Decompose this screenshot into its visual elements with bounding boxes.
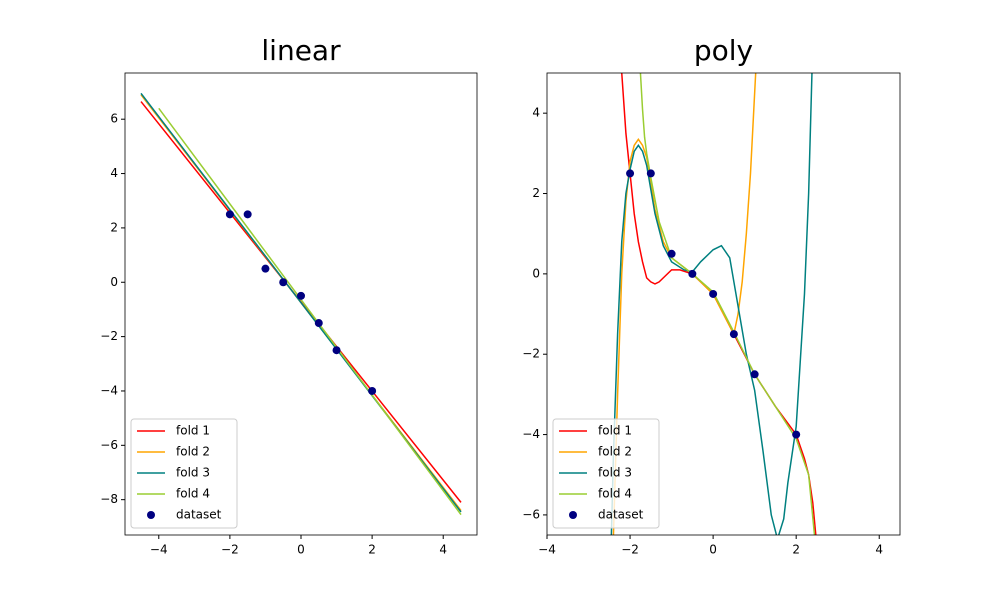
data-point — [314, 319, 323, 328]
fold-line — [158, 107, 462, 516]
legend-label: fold 3 — [176, 466, 210, 480]
y-tick-label: −2 — [100, 329, 118, 343]
y-tick-label: 2 — [110, 220, 118, 234]
y-tick-label: −6 — [522, 507, 540, 521]
data-point — [750, 370, 759, 379]
chart-title: linear — [261, 34, 341, 67]
data-point — [667, 249, 676, 258]
data-point — [297, 291, 305, 300]
data-point — [368, 386, 377, 395]
y-tick-label: −2 — [522, 347, 540, 361]
data-point — [646, 169, 655, 178]
y-tick-label: 2 — [532, 186, 540, 200]
axes-frame — [546, 72, 901, 536]
y-tick-label: −6 — [100, 438, 118, 452]
plot-area — [140, 92, 462, 516]
x-tick-label: −2 — [621, 543, 639, 557]
legend-label: fold 3 — [598, 466, 632, 480]
data-point — [261, 264, 270, 273]
x-tick-label: 4 — [439, 543, 447, 557]
data-point — [279, 278, 288, 287]
data-point — [792, 430, 801, 439]
legend-label: fold 2 — [598, 445, 632, 459]
x-tick-label: −2 — [221, 543, 239, 557]
plot-area — [610, 73, 817, 535]
fold-line — [639, 73, 816, 535]
y-tick-label: 0 — [532, 266, 540, 280]
data-point — [709, 289, 718, 298]
fold-line — [620, 73, 817, 535]
data-point — [332, 346, 341, 355]
legend-label: fold 4 — [176, 487, 210, 501]
y-tick-label: −4 — [522, 427, 540, 441]
x-tick-label: −4 — [538, 543, 556, 557]
chart-title: poly — [694, 34, 753, 67]
legend-label: dataset — [176, 508, 222, 522]
legend-label: fold 1 — [176, 424, 210, 438]
legend: fold 1 fold 2 fold 3 fold 4 dataset — [552, 418, 660, 529]
legend-swatch — [569, 511, 577, 519]
fold-line — [610, 73, 813, 535]
y-tick-label: −4 — [100, 383, 118, 397]
y-tick-label: 4 — [532, 106, 540, 120]
x-tick-label: 0 — [297, 543, 305, 557]
y-tick-label: −8 — [100, 492, 118, 506]
data-point — [626, 169, 635, 178]
x-tick-label: 2 — [368, 543, 376, 557]
legend-label: dataset — [598, 508, 644, 522]
legend-label: fold 4 — [598, 487, 632, 501]
y-tick-label: 6 — [110, 112, 118, 126]
data-point — [243, 210, 252, 219]
data-point — [729, 330, 738, 339]
data-point — [688, 269, 697, 278]
x-tick-label: 0 — [709, 543, 717, 557]
legend-box — [552, 418, 660, 529]
y-tick-label: 4 — [110, 166, 118, 180]
x-tick-label: 2 — [792, 543, 800, 557]
y-tick-label: 0 — [110, 275, 118, 289]
data-point — [225, 210, 234, 219]
x-tick-label: −4 — [150, 543, 168, 557]
legend: fold 1 fold 2 fold 3 fold 4 dataset — [130, 418, 238, 529]
fold-line — [612, 73, 757, 535]
x-tick-label: 4 — [875, 543, 883, 557]
axes-frame — [124, 72, 478, 536]
legend-box — [130, 418, 238, 529]
legend-label: fold 1 — [598, 424, 632, 438]
legend-swatch — [147, 511, 155, 519]
legend-label: fold 2 — [176, 445, 210, 459]
